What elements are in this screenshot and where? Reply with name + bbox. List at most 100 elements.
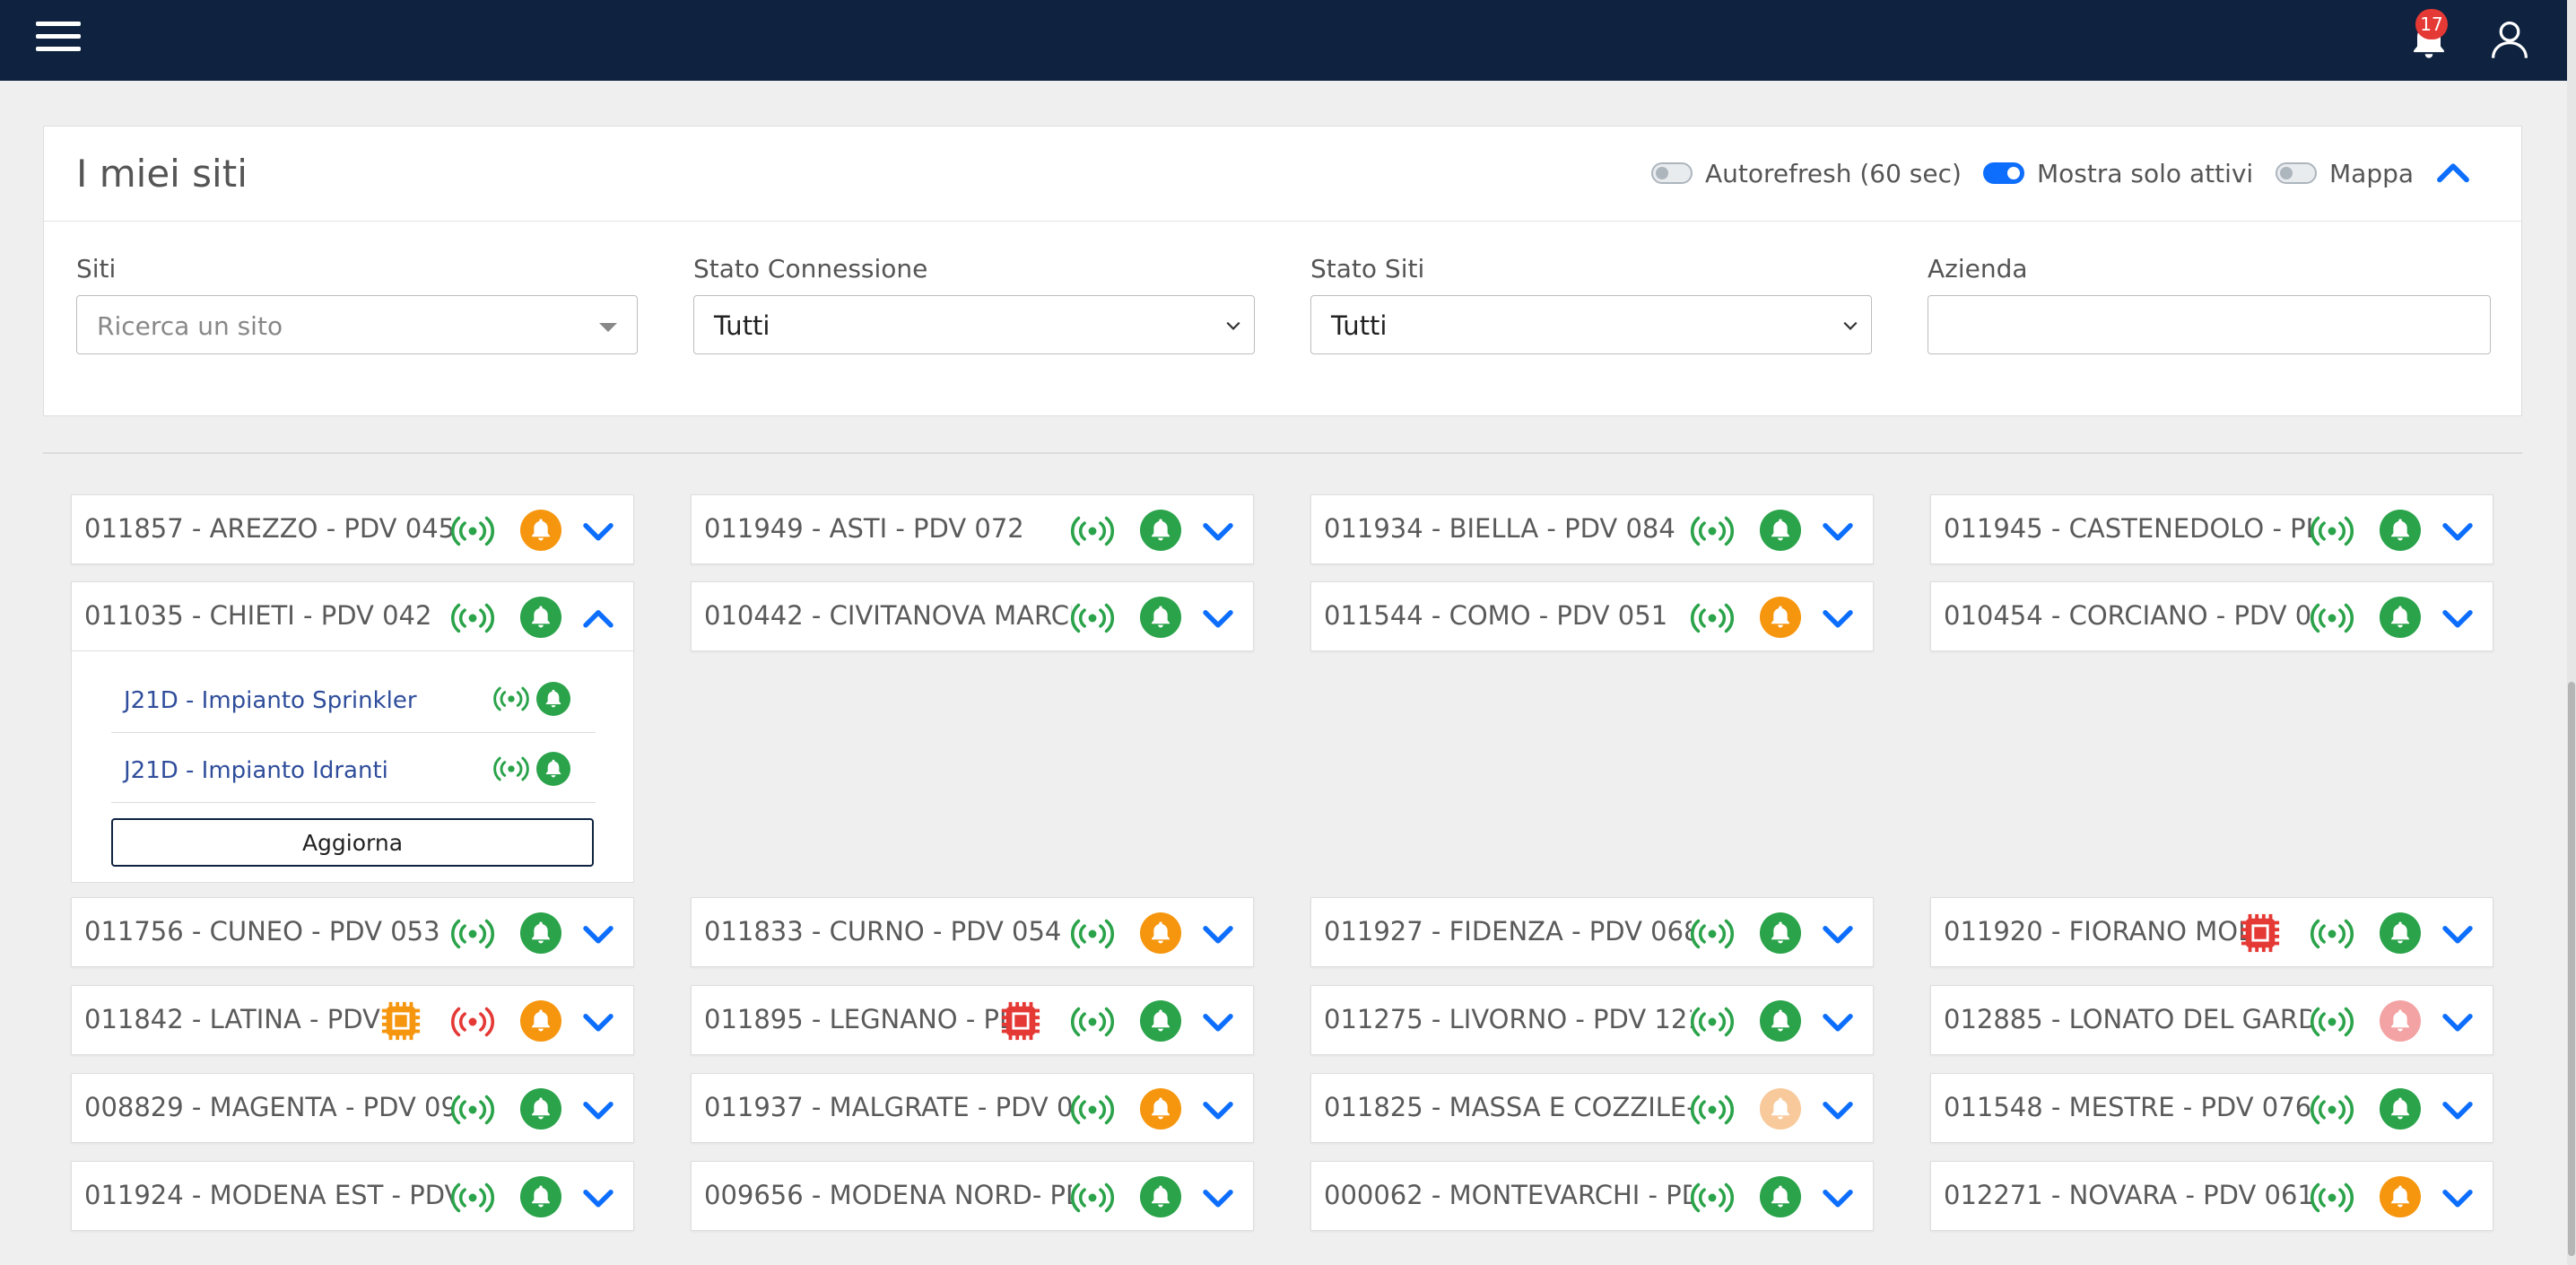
- site-search-select[interactable]: Ricerca un sito: [76, 295, 638, 354]
- device-link[interactable]: J21D - Impianto Sprinkler: [124, 687, 417, 714]
- show-active-only-switch[interactable]: [1983, 162, 2024, 184]
- expanded-site-details: J21D - Impianto Sprinkler J21D - Impiant…: [71, 651, 634, 883]
- bell-status-icon: [536, 752, 570, 786]
- user-profile-icon[interactable]: [2486, 16, 2533, 63]
- site-card[interactable]: 011924 - MODENA EST - PDV 0: [71, 1161, 634, 1231]
- expand-chevron-down-icon[interactable]: [581, 1009, 615, 1034]
- site-name: 011945 - CASTENEDOLO - PDV: [1944, 513, 2311, 544]
- site-card[interactable]: 011544 - COMO - PDV 051: [1310, 581, 1874, 651]
- expand-chevron-down-icon[interactable]: [1821, 519, 1855, 544]
- site-card[interactable]: 011035 - CHIETI - PDV 042: [71, 581, 634, 651]
- device-row[interactable]: J21D - Impianto Sprinkler: [111, 664, 596, 733]
- expand-chevron-down-icon[interactable]: [2441, 606, 2475, 631]
- site-card[interactable]: 000062 - MONTEVARCHI - PD: [1310, 1161, 1874, 1231]
- scrollbar-thumb[interactable]: [2568, 682, 2575, 1256]
- site-name: 011833 - CURNO - PDV 054: [704, 916, 1062, 947]
- map-toggle[interactable]: Mappa: [2276, 159, 2414, 188]
- site-name: 011035 - CHIETI - PDV 042: [84, 600, 432, 631]
- site-card[interactable]: 010454 - CORCIANO - PDV 0: [1930, 581, 2493, 651]
- site-card[interactable]: 011949 - ASTI - PDV 072: [691, 494, 1254, 564]
- site-card[interactable]: 011934 - BIELLA - PDV 084: [1310, 494, 1874, 564]
- bell-status-icon: [1140, 1176, 1181, 1217]
- site-card[interactable]: 011920 - FIORANO MOD: [1930, 897, 2493, 967]
- site-card[interactable]: 012885 - LONATO DEL GARDA: [1930, 985, 2493, 1055]
- expand-chevron-down-icon[interactable]: [2441, 519, 2475, 544]
- site-card[interactable]: 011927 - FIDENZA - PDV 068: [1310, 897, 1874, 967]
- site-card[interactable]: 011275 - LIVORNO - PDV 121: [1310, 985, 1874, 1055]
- expand-chevron-down-icon[interactable]: [2441, 1097, 2475, 1122]
- site-card[interactable]: 011842 - LATINA - PDV 0: [71, 985, 634, 1055]
- expand-chevron-down-icon[interactable]: [1821, 606, 1855, 631]
- expand-chevron-down-icon[interactable]: [581, 921, 615, 947]
- expand-chevron-down-icon[interactable]: [581, 1185, 615, 1210]
- stato-connessione-select[interactable]: Tutti: [693, 295, 1255, 354]
- wifi-signal-icon: [1690, 1095, 1735, 1125]
- wifi-signal-icon: [450, 516, 495, 546]
- wifi-signal-icon: [1070, 1095, 1115, 1125]
- wifi-signal-icon: [1690, 603, 1735, 633]
- bell-status-icon: [520, 912, 561, 954]
- wifi-signal-icon: [1070, 603, 1115, 633]
- wifi-signal-icon: [2310, 1182, 2354, 1213]
- site-card[interactable]: 011895 - LEGNANO - PD: [691, 985, 1254, 1055]
- site-name: 011920 - FIORANO MOD: [1944, 916, 2258, 947]
- map-switch[interactable]: [2276, 162, 2317, 184]
- bell-status-icon: [1140, 1000, 1181, 1042]
- expand-chevron-down-icon[interactable]: [581, 1097, 615, 1122]
- site-card[interactable]: 011548 - MESTRE - PDV 076: [1930, 1073, 2493, 1143]
- site-card[interactable]: 011833 - CURNO - PDV 054: [691, 897, 1254, 967]
- bell-status-icon: [520, 1000, 561, 1042]
- expand-chevron-down-icon[interactable]: [2441, 1009, 2475, 1034]
- autorefresh-label: Autorefresh (60 sec): [1705, 158, 1962, 188]
- expand-chevron-down-icon[interactable]: [1821, 1097, 1855, 1122]
- expand-chevron-down-icon[interactable]: [1201, 921, 1235, 947]
- site-card[interactable]: 012271 - NOVARA - PDV 061: [1930, 1161, 2493, 1231]
- site-name: 011937 - MALGRATE - PDV 016: [704, 1092, 1072, 1122]
- site-card[interactable]: 011857 - AREZZO - PDV 045: [71, 494, 634, 564]
- site-card[interactable]: 011825 - MASSA E COZZILE- P: [1310, 1073, 1874, 1143]
- aggiorna-button[interactable]: Aggiorna: [111, 818, 594, 867]
- site-name: 000062 - MONTEVARCHI - PD: [1324, 1180, 1692, 1210]
- wifi-signal-icon: [1690, 1007, 1735, 1037]
- expand-chevron-down-icon[interactable]: [1201, 1097, 1235, 1122]
- device-row[interactable]: J21D - Impianto Idranti: [111, 734, 596, 803]
- wifi-signal-icon: [1070, 516, 1115, 546]
- page-scrollbar[interactable]: [2567, 0, 2576, 1265]
- bell-status-icon: [2380, 912, 2421, 954]
- site-card[interactable]: 011945 - CASTENEDOLO - PDV: [1930, 494, 2493, 564]
- bell-status-icon: [536, 682, 570, 716]
- collapse-chevron-up-icon[interactable]: [581, 606, 615, 631]
- expand-chevron-down-icon[interactable]: [2441, 1185, 2475, 1210]
- expand-chevron-down-icon[interactable]: [1201, 1009, 1235, 1034]
- stato-siti-label: Stato Siti: [1310, 254, 1425, 284]
- expand-chevron-down-icon[interactable]: [1201, 1185, 1235, 1210]
- expand-chevron-down-icon[interactable]: [1821, 921, 1855, 947]
- expand-chevron-down-icon[interactable]: [1821, 1185, 1855, 1210]
- expand-chevron-down-icon[interactable]: [581, 519, 615, 544]
- site-card[interactable]: 011756 - CUNEO - PDV 053: [71, 897, 634, 967]
- site-name: 009656 - MODENA NORD- PD: [704, 1180, 1072, 1210]
- autorefresh-toggle[interactable]: Autorefresh (60 sec): [1651, 158, 1962, 188]
- device-link[interactable]: J21D - Impianto Idranti: [124, 757, 388, 784]
- site-card[interactable]: 008829 - MAGENTA - PDV 09: [71, 1073, 634, 1143]
- section-divider: [43, 452, 2522, 454]
- site-name: 011924 - MODENA EST - PDV 0: [84, 1180, 452, 1210]
- autorefresh-switch[interactable]: [1651, 162, 1693, 184]
- top-navbar: 17: [0, 0, 2567, 81]
- stato-siti-select[interactable]: Tutti: [1310, 295, 1872, 354]
- site-card[interactable]: 011937 - MALGRATE - PDV 016: [691, 1073, 1254, 1143]
- collapse-panel-chevron-up-icon[interactable]: [2435, 159, 2471, 186]
- hamburger-menu-icon[interactable]: [36, 22, 81, 52]
- expand-chevron-down-icon[interactable]: [2441, 921, 2475, 947]
- expand-chevron-down-icon[interactable]: [1821, 1009, 1855, 1034]
- expand-chevron-down-icon[interactable]: [1201, 606, 1235, 631]
- expand-chevron-down-icon[interactable]: [1201, 519, 1235, 544]
- notifications-count-badge: 17: [2415, 9, 2448, 39]
- wifi-signal-icon: [450, 1095, 495, 1125]
- stato-siti-value: Tutti: [1331, 310, 1388, 341]
- bell-status-icon: [520, 597, 561, 638]
- site-card[interactable]: 010442 - CIVITANOVA MARCH: [691, 581, 1254, 651]
- azienda-input[interactable]: [1928, 295, 2491, 354]
- site-card[interactable]: 009656 - MODENA NORD- PD: [691, 1161, 1254, 1231]
- show-active-only-toggle[interactable]: Mostra solo attivi: [1983, 159, 2253, 188]
